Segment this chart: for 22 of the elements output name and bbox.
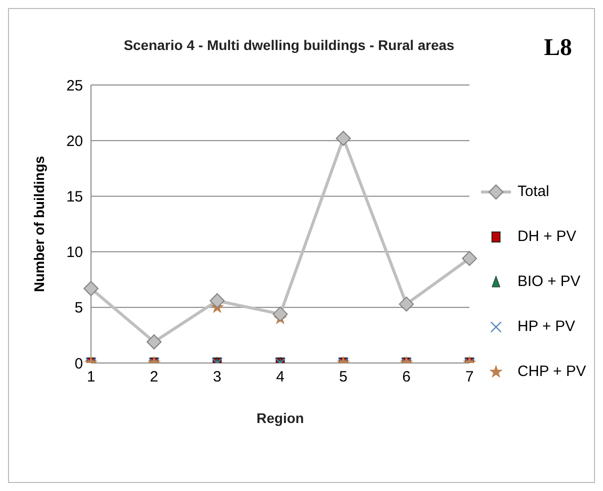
legend-label: HP + PV (517, 318, 576, 335)
y-tick-label: 0 (74, 355, 83, 372)
x-tick-label: 6 (402, 368, 411, 386)
chart-title: Scenario 4 - Multi dwelling buildings - Rural areas (122, 37, 456, 53)
y-tick-label: 15 (66, 188, 83, 206)
legend-label: BIO + PV (517, 273, 580, 290)
x-axis-title: Region (256, 410, 304, 426)
x-tick-label: 3 (212, 368, 222, 386)
text: L8 (544, 35, 572, 62)
x-tick-label: 7 (465, 368, 474, 386)
y-tick-label: 10 (66, 244, 83, 262)
y-tick-label: 5 (74, 300, 83, 317)
legend-label: CHP + PV (517, 363, 586, 380)
y-tick-label: 25 (66, 77, 83, 94)
y-tick-label: 20 (66, 132, 83, 150)
x-tick-label: 5 (339, 368, 348, 386)
legend-label: Total (517, 183, 550, 200)
y-axis-title: Number of buildings (30, 156, 47, 292)
x-tick-label: 1 (86, 368, 96, 386)
x-tick-label: 2 (150, 368, 158, 386)
legend-label: DH + PV (517, 228, 576, 245)
x-tick-label: 4 (276, 368, 284, 386)
